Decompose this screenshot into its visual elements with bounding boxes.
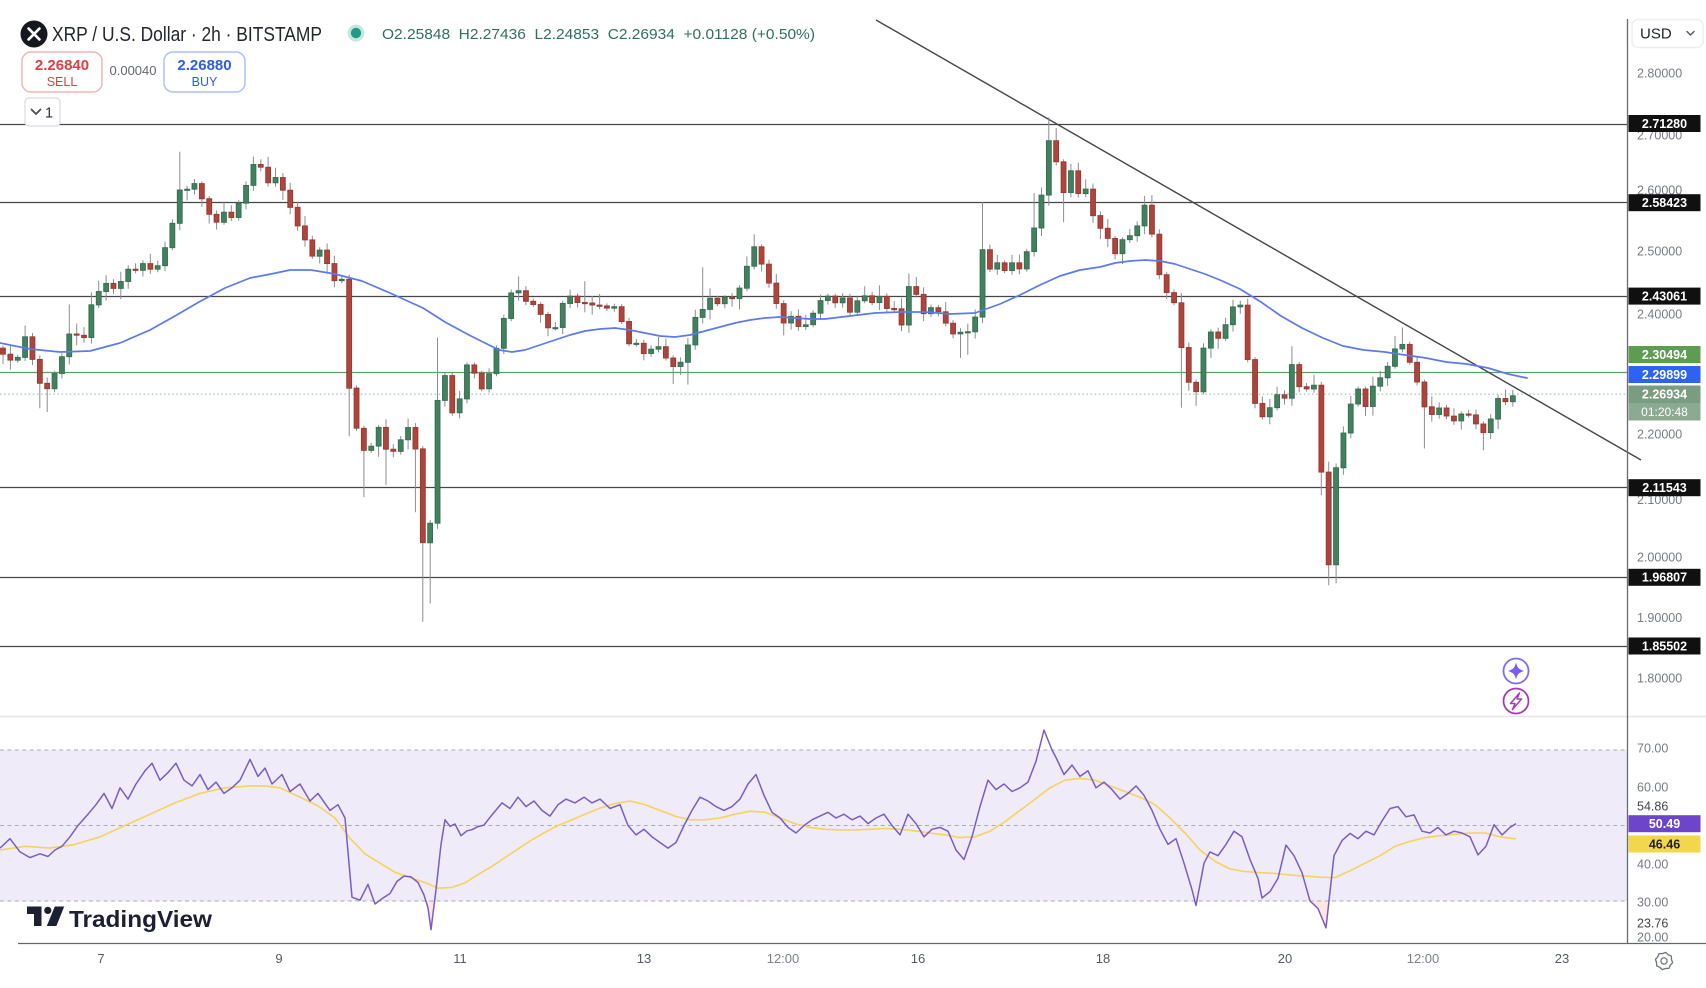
svg-text:2.50000: 2.50000 <box>1637 244 1682 258</box>
svg-text:54.86: 54.86 <box>1637 799 1668 813</box>
svg-text:1.90000: 1.90000 <box>1637 611 1682 625</box>
svg-text:12:00: 12:00 <box>767 951 800 966</box>
svg-text:30.00: 30.00 <box>1637 895 1668 909</box>
svg-text:2.29899: 2.29899 <box>1642 368 1687 382</box>
svg-text:70.00: 70.00 <box>1637 741 1668 755</box>
svg-text:USD: USD <box>1640 26 1672 43</box>
svg-text:11: 11 <box>453 951 467 966</box>
svg-text:1.80000: 1.80000 <box>1637 671 1682 685</box>
svg-text:2.00000: 2.00000 <box>1637 550 1682 564</box>
svg-text:13: 13 <box>637 951 651 966</box>
svg-text:2.58423: 2.58423 <box>1642 196 1687 210</box>
svg-text:2.60000: 2.60000 <box>1637 183 1682 197</box>
svg-text:2.11543: 2.11543 <box>1642 481 1687 495</box>
svg-text:1.96807: 1.96807 <box>1642 571 1687 585</box>
svg-text:2.30494: 2.30494 <box>1642 348 1687 362</box>
svg-text:2.71280: 2.71280 <box>1642 117 1687 131</box>
svg-text:7: 7 <box>97 951 104 966</box>
svg-text:2.20000: 2.20000 <box>1637 427 1682 441</box>
svg-text:9: 9 <box>275 951 282 966</box>
svg-text:2.80000: 2.80000 <box>1637 66 1682 80</box>
svg-text:XRP / U.S. Dollar · 2h · BITST: XRP / U.S. Dollar · 2h · BITSTAMP <box>52 24 322 46</box>
svg-text:2.26840: 2.26840 <box>35 57 89 74</box>
svg-text:20: 20 <box>1278 951 1292 966</box>
svg-text:16: 16 <box>911 951 925 966</box>
svg-text:1.85502: 1.85502 <box>1642 639 1687 653</box>
svg-text:23.76: 23.76 <box>1637 916 1668 930</box>
svg-text:TradingView: TradingView <box>69 906 213 932</box>
svg-text:2.40000: 2.40000 <box>1637 307 1682 321</box>
svg-text:60.00: 60.00 <box>1637 780 1668 794</box>
svg-text:2.26880: 2.26880 <box>177 57 231 74</box>
svg-text:BUY: BUY <box>192 75 218 89</box>
svg-text:50.49: 50.49 <box>1649 817 1680 831</box>
svg-text:20.00: 20.00 <box>1637 930 1668 944</box>
svg-text:2.43061: 2.43061 <box>1642 290 1687 304</box>
svg-text:40.00: 40.00 <box>1637 857 1668 871</box>
svg-text:0.00040: 0.00040 <box>110 63 157 78</box>
svg-text:46.46: 46.46 <box>1649 837 1680 851</box>
svg-text:18: 18 <box>1096 951 1110 966</box>
svg-text:SELL: SELL <box>47 75 78 89</box>
svg-text:2.26934: 2.26934 <box>1642 388 1687 402</box>
svg-text:2.10000: 2.10000 <box>1637 493 1682 507</box>
svg-text:01:20:48: 01:20:48 <box>1641 405 1688 419</box>
svg-text:12:00: 12:00 <box>1407 951 1440 966</box>
svg-text:1: 1 <box>45 106 53 122</box>
svg-text:O2.25848 H2.27436 L2.24853: O2.25848 H2.27436 L2.24853 C2.26934 +0.0… <box>382 26 815 43</box>
svg-text:23: 23 <box>1555 951 1569 966</box>
